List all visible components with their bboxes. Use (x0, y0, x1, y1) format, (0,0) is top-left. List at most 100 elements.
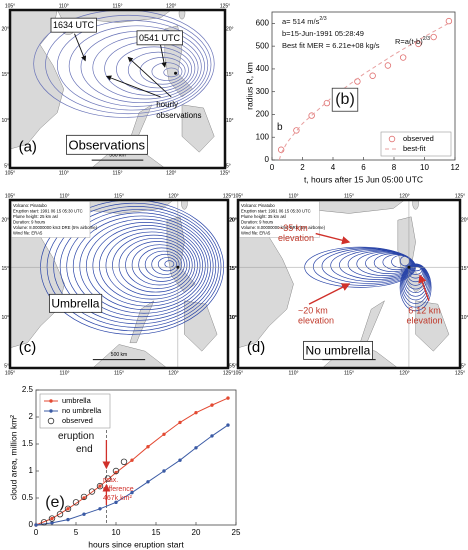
plume-contour (144, 250, 183, 279)
map-panel: 105° 105° 110° 110° 115° 115° 120° 120° 125° 125°… (1, 193, 236, 376)
data-point (56, 511, 64, 518)
data-point (226, 423, 230, 427)
lat-label: 10° (461, 315, 468, 321)
volcano (407, 265, 411, 269)
legend-marker (49, 399, 53, 403)
arrow (160, 44, 167, 68)
lon-label: 120° (399, 193, 409, 199)
volcano (174, 71, 178, 75)
x-tick-label: 8 (392, 163, 397, 172)
x-tick-label: 6 (361, 163, 366, 172)
plume-contour (116, 46, 193, 92)
annotation-text: (b) (335, 91, 355, 108)
plume-contour (157, 257, 177, 272)
lat-label: 5° (4, 164, 9, 170)
data-point (48, 515, 56, 522)
data-point (415, 40, 422, 48)
map-label: elevation (278, 233, 314, 243)
label-box (50, 17, 97, 33)
plume-contour (151, 62, 183, 81)
plume-contour (138, 247, 185, 282)
annotation-text: b (277, 122, 283, 133)
lat-label: 20° (229, 217, 237, 223)
x-tick-label: 20 (192, 528, 201, 537)
map-label: No umbrella (306, 343, 371, 357)
lon-label: 120° (399, 370, 409, 376)
map-label: (d) (247, 339, 265, 356)
label-box (48, 293, 103, 313)
x-tick-label: 5 (74, 528, 79, 537)
info-line: Plume height: 35 km asl (241, 214, 286, 219)
plume-contour (105, 231, 198, 300)
x-tick-label: 25 (232, 528, 241, 537)
plume-contour (365, 252, 413, 274)
plume-contour (312, 247, 416, 286)
lon-label: 120° (168, 370, 178, 376)
scale-label: 500 km (109, 152, 125, 158)
data-point (445, 17, 453, 25)
land (415, 300, 450, 352)
lat-label: 10° (1, 118, 9, 124)
annotation: difference (103, 486, 134, 493)
lon-label: 105° (233, 370, 243, 376)
land (92, 344, 168, 368)
data-point (146, 445, 150, 449)
lat-label: 5° (232, 364, 237, 370)
land (178, 10, 186, 20)
y-tick-label: 1.5 (22, 439, 34, 448)
plume-contour (391, 255, 411, 269)
legend-label: observed (62, 416, 93, 425)
data-point (98, 484, 102, 488)
arrow (127, 56, 172, 98)
data-point (210, 434, 214, 438)
plume-contour (382, 254, 411, 271)
map-label: (a) (19, 138, 37, 155)
plume-contour (85, 221, 206, 311)
data-point (96, 482, 104, 490)
volcano (176, 265, 180, 269)
annotation-text: (e) (45, 494, 65, 511)
lat-label: 10° (229, 315, 237, 321)
map-frame (236, 198, 462, 370)
info-line: Volcano: Pinatubo (13, 203, 47, 208)
lon-label: 125° (223, 193, 233, 199)
plume-contour (356, 251, 413, 276)
plume-contour (79, 218, 209, 314)
arrow (308, 283, 351, 305)
land (181, 200, 188, 210)
y-tick-label: 0.5 (22, 493, 34, 502)
info-line: Volume: 8.00000000 km3 DRE (5% airborne) (13, 225, 98, 230)
info-box (239, 201, 320, 238)
plume-contour (151, 253, 180, 275)
land (184, 300, 218, 352)
info-line: Eruption start: 1991 06 15 05:30 UTC (241, 209, 311, 214)
annotation-text: R=a(t-b) (395, 37, 423, 46)
lat-label: 20° (1, 26, 9, 32)
lat-label: 10° (1, 315, 9, 321)
lon-label: 105° (5, 3, 15, 9)
annotation-text: Best fit MER = 6.21e+08 kg/s (282, 41, 380, 50)
y-tick-label: 500 (256, 41, 270, 50)
scale-label: 500 km (111, 352, 127, 358)
annotation: end (76, 444, 93, 455)
lat-label: 20° (226, 26, 234, 32)
plume-contour (33, 10, 215, 118)
lat-label: 10° (226, 118, 234, 124)
lat-label: 15° (461, 266, 468, 272)
data-point (104, 475, 112, 482)
x-tick-label: 4 (331, 163, 336, 172)
data-point (64, 505, 72, 512)
label-box (331, 87, 359, 112)
data-point (88, 488, 96, 495)
arrow (315, 232, 351, 245)
map-panel: 105° 105° 110° 110° 115° 115° 120° 120° 125° 125°… (229, 193, 468, 376)
data-point (130, 458, 134, 462)
label-box (66, 134, 148, 155)
annotation: b (277, 122, 283, 133)
lon-label: 115° (344, 193, 354, 199)
legend-label: best-fit (403, 144, 426, 153)
lon-label: 125° (220, 3, 230, 9)
lat-label: 15° (226, 72, 234, 78)
legend-marker (47, 417, 55, 425)
